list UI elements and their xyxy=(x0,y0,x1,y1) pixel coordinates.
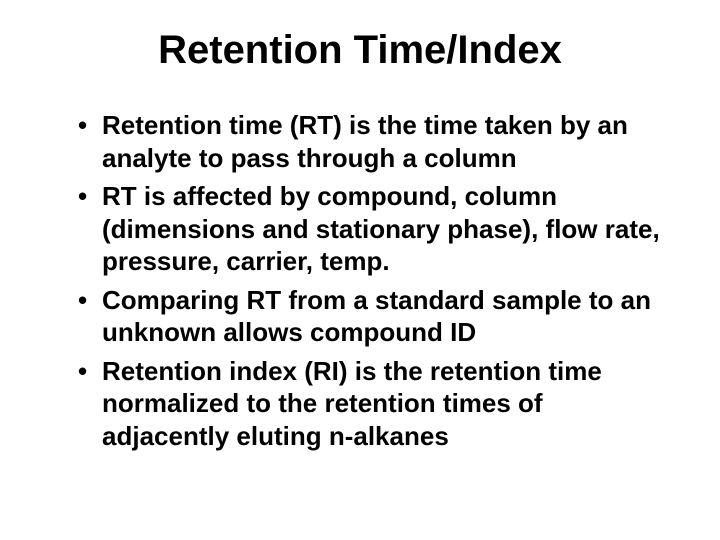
list-item: Retention index (RI) is the retention ti… xyxy=(78,355,672,453)
list-item: RT is affected by compound, column (dime… xyxy=(78,180,672,278)
list-item: Retention time (RT) is the time taken by… xyxy=(78,109,672,174)
list-item: Comparing RT from a standard sample to a… xyxy=(78,284,672,349)
bullet-list: Retention time (RT) is the time taken by… xyxy=(48,109,672,452)
slide-title: Retention Time/Index xyxy=(48,28,672,73)
